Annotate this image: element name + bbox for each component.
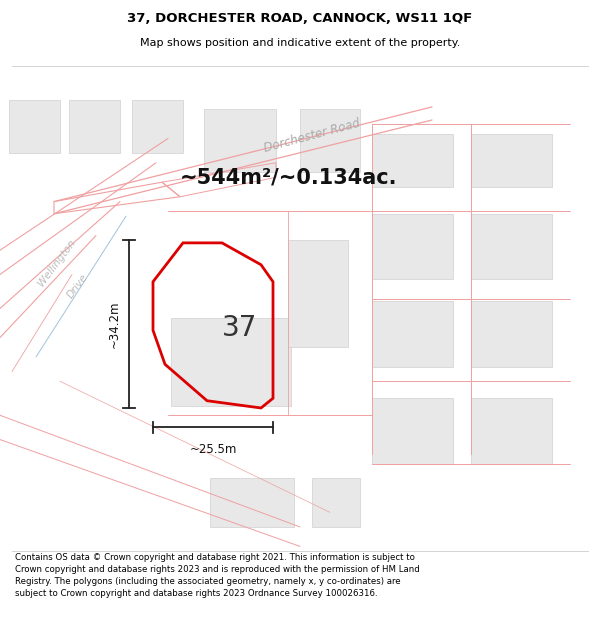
Bar: [372, 134, 453, 187]
Text: Wellington: Wellington: [36, 237, 78, 288]
Bar: [471, 214, 552, 279]
Text: Contains OS data © Crown copyright and database right 2021. This information is : Contains OS data © Crown copyright and d…: [15, 553, 420, 598]
Bar: [471, 398, 552, 464]
Text: ~544m²/~0.134ac.: ~544m²/~0.134ac.: [180, 168, 398, 187]
Bar: [372, 301, 453, 367]
Bar: [312, 478, 360, 527]
Bar: [471, 301, 552, 367]
Bar: [9, 99, 60, 153]
Bar: [69, 99, 120, 153]
Bar: [300, 109, 360, 173]
Text: ~34.2m: ~34.2m: [107, 301, 121, 348]
Bar: [204, 109, 276, 173]
Bar: [132, 99, 183, 153]
Bar: [372, 398, 453, 464]
Bar: [288, 241, 348, 348]
Text: Drive: Drive: [65, 272, 91, 301]
Bar: [171, 318, 291, 406]
Text: Map shows position and indicative extent of the property.: Map shows position and indicative extent…: [140, 38, 460, 48]
Text: ~25.5m: ~25.5m: [190, 442, 236, 456]
Bar: [471, 134, 552, 187]
Text: 37: 37: [223, 314, 257, 342]
Bar: [210, 478, 294, 527]
Bar: [372, 214, 453, 279]
Text: Dorchester Road: Dorchester Road: [262, 117, 362, 155]
Text: 37, DORCHESTER ROAD, CANNOCK, WS11 1QF: 37, DORCHESTER ROAD, CANNOCK, WS11 1QF: [127, 12, 473, 25]
